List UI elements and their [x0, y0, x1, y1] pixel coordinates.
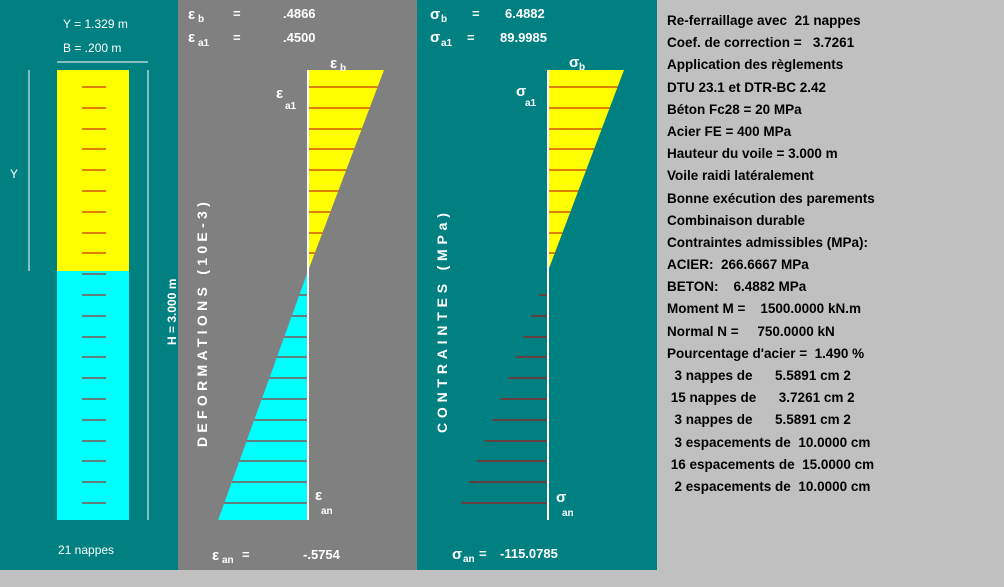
section-diagram: Y = 1.329 m B = .200 m Y H = 3.000 m 21 … — [10, 17, 178, 557]
sig-a1-marker-sub: a1 — [525, 98, 537, 109]
eps-a1-value: .4500 — [283, 30, 316, 45]
result-line: 15 nappes de 3.7261 cm 2 — [667, 390, 855, 406]
result-line: Béton Fc28 = 20 MPa — [667, 101, 802, 117]
sig-a1-symbol: σ — [430, 29, 440, 46]
eps-b-symbol: ε — [188, 6, 195, 23]
result-line: BETON: 6.4882 MPa — [667, 279, 807, 295]
result-line: 16 espacements de 15.0000 cm — [667, 456, 875, 472]
eps-an-value: -.5754 — [303, 547, 341, 562]
strain-panel: ε b = .4866 ε a1 = .4500 ε b ε a1 ε an D… — [178, 0, 417, 570]
eps-b-value: .4866 — [283, 6, 316, 21]
result-line: 3 nappes de 5.5891 cm 2 — [667, 412, 851, 428]
stress-diagram: σ b = 6.4882 σ a1 = 89.9985 σ b σ a1 σ a… — [430, 6, 624, 565]
sig-b-marker-sub: b — [579, 62, 585, 73]
eps-a1-subscript: a1 — [198, 38, 210, 49]
stress-axis-title: CONTRAINTES (MPa) — [434, 208, 450, 433]
result-line: Moment M = 1500.0000 kN.m — [667, 301, 861, 317]
sig-a1-value: 89.9985 — [500, 30, 547, 45]
result-line: 3 nappes de 5.5891 cm 2 — [667, 368, 851, 383]
eps-b-marker-sub: b — [340, 63, 346, 74]
sig-b-symbol: σ — [430, 6, 440, 23]
strain-tension-area — [218, 271, 308, 520]
eps-an-marker-sub: an — [321, 506, 333, 517]
height-label: H = 3.000 m — [165, 279, 178, 345]
result-line: Application des règlements — [667, 57, 844, 73]
sig-a1-marker-symbol: σ — [516, 83, 526, 100]
bottom-strip — [0, 570, 1004, 587]
stress-rebar-stress-lines — [461, 86, 618, 504]
sig-b-subscript: b — [441, 14, 447, 25]
result-line: Bonne exécution des parements — [667, 190, 875, 206]
result-line: ACIER: 266.6667 MPa — [667, 257, 809, 273]
rebar-layers — [82, 86, 106, 504]
sig-a1-subscript: a1 — [441, 38, 453, 49]
sig-a1-equals: = — [467, 30, 475, 45]
sig-b-marker-symbol: σ — [569, 54, 579, 71]
result-line: Re-ferraillage avec 21 nappes — [667, 13, 861, 28]
sig-an-marker-sub: an — [562, 508, 574, 519]
result-line: DTU 23.1 et DTR-BC 2.42 — [667, 79, 827, 95]
eps-an-footer-equals: = — [242, 547, 250, 562]
sig-an-value: -115.0785 — [500, 546, 558, 561]
eps-an-marker-symbol: ε — [315, 487, 322, 504]
results-panel: Re-ferraillage avec 21 nappes Coef. de co… — [657, 0, 1004, 570]
eps-a1-marker-symbol: ε — [276, 85, 283, 102]
eps-a1-symbol: ε — [188, 29, 195, 46]
tension-zone — [57, 271, 129, 520]
sig-b-equals: = — [472, 6, 480, 21]
result-line: Hauteur du voile = 3.000 m — [667, 146, 838, 162]
result-line: Normal N = 750.0000 kN — [667, 323, 835, 339]
sig-an-marker-symbol: σ — [556, 489, 566, 506]
result-line: Pourcentage d'acier = 1.490 % — [667, 345, 865, 361]
strain-diagram: ε b = .4866 ε a1 = .4500 ε b ε a1 ε an D… — [188, 6, 384, 566]
section-panel: Y = 1.329 m B = .200 m Y H = 3.000 m 21 … — [0, 0, 178, 570]
result-line: Combinaison durable — [667, 212, 806, 228]
strain-axis-title: DEFORMATIONS (10E-3) — [194, 198, 210, 447]
stress-panel: σ b = 6.4882 σ a1 = 89.9985 σ b σ a1 σ a… — [417, 0, 657, 570]
eps-an-footer-symbol: ε — [212, 547, 219, 564]
strain-rebar-lines — [224, 86, 378, 504]
eps-a1-equals: = — [233, 30, 241, 45]
result-line: Contraintes admissibles (MPa): — [667, 234, 869, 250]
result-line: Acier FE = 400 MPa — [667, 123, 792, 139]
result-line: 3 espacements de 10.0000 cm — [667, 434, 871, 450]
result-line: Coef. de correction = 3.7261 — [667, 35, 855, 51]
sig-an-footer-symbol: σ — [452, 546, 462, 563]
eps-b-subscript: b — [198, 14, 204, 25]
result-line: 2 espacements de 10.0000 cm — [667, 478, 871, 494]
result-line: Voile raidi latéralement — [667, 168, 814, 184]
eps-a1-marker-sub: a1 — [285, 101, 297, 112]
eps-an-footer-sub: an — [222, 555, 234, 566]
rebar-count-label: 21 nappes — [58, 543, 114, 557]
eps-b-equals: = — [233, 6, 241, 21]
results-list: Re-ferraillage avec 21 nappes Coef. de co… — [667, 10, 875, 498]
section-width-label: B = .200 m — [63, 41, 121, 55]
sig-an-footer-sub: an — [463, 554, 475, 565]
sig-b-value: 6.4882 — [505, 6, 545, 21]
neutral-axis-depth-label: Y = 1.329 m — [63, 17, 128, 31]
eps-b-marker-symbol: ε — [330, 55, 337, 72]
y-axis-letter: Y — [10, 167, 18, 181]
sig-an-footer-equals: = — [479, 546, 487, 561]
